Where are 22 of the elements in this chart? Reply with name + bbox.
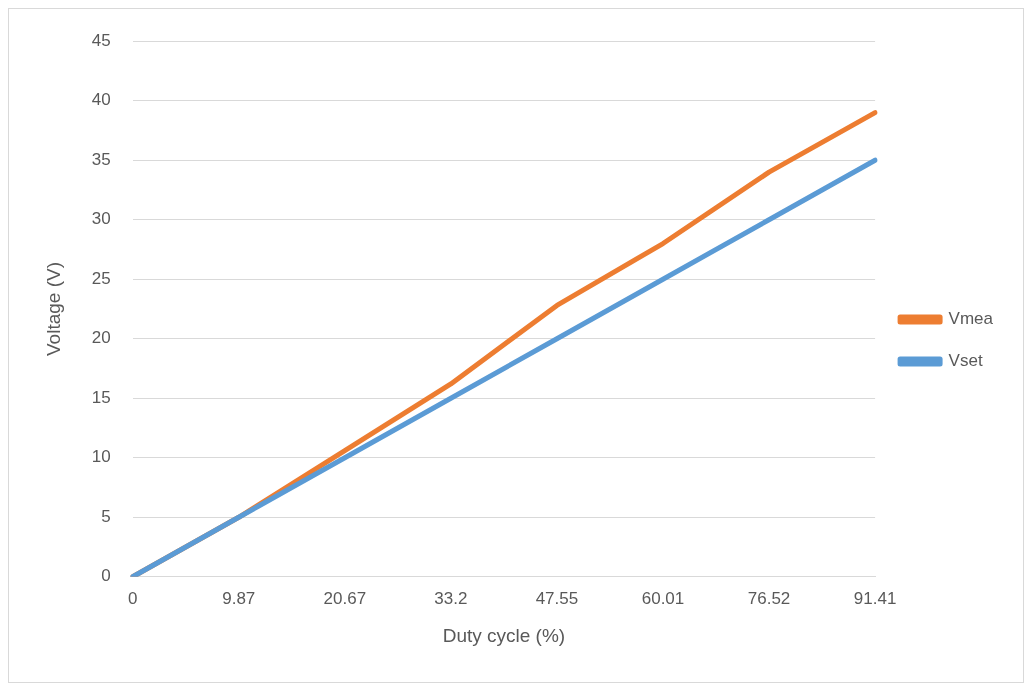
y-tick-label: 45 (91, 30, 111, 50)
x-tick-label: 91.41 (853, 588, 897, 608)
y-tick-label: 35 (91, 149, 111, 169)
x-tick-label: 20.67 (323, 588, 367, 608)
y-tick-label: 15 (91, 387, 111, 407)
y-tick-label: 25 (91, 268, 111, 288)
x-tick-label: 9.87 (222, 588, 256, 608)
x-tick-label: 76.52 (747, 588, 791, 608)
y-tick-label: 5 (101, 506, 111, 526)
y-axis-title: Voltage (V) (42, 262, 64, 356)
x-tick-label: 60.01 (641, 588, 685, 608)
x-tick-label: 47.55 (535, 588, 579, 608)
x-tick-label: 0 (127, 588, 138, 608)
x-axis-title: Duty cycle (%) (442, 624, 566, 646)
y-tick-label: 10 (91, 447, 111, 467)
x-tick-label: 33.2 (434, 588, 468, 608)
y-tick-label: 20 (91, 328, 111, 348)
y-tick-label: 40 (91, 90, 111, 110)
y-tick-label: 0 (101, 566, 111, 586)
legend-label: Vset (948, 351, 983, 371)
legend-label: Vmea (948, 309, 994, 329)
y-tick-label: 30 (91, 209, 111, 229)
